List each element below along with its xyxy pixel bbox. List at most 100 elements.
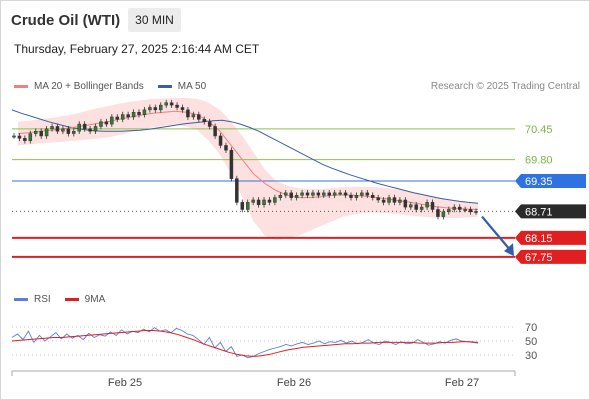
x-tick-label: Feb 26 [277,377,311,389]
candle-body [197,114,201,120]
candle-body [207,121,212,127]
candle-body [61,128,65,132]
candle-body [104,121,109,125]
candle-body [191,114,196,118]
bollinger-band [18,98,478,241]
candle-body [398,199,402,203]
ma50-swatch [157,85,172,88]
candle-body [235,178,239,203]
candle-body [99,121,103,127]
level-label-70-45: 70.45 [525,124,553,136]
candle-body [425,202,429,208]
legend-ma50: MA 50 [157,81,207,92]
ma9-swatch [64,298,79,301]
candle-body [365,192,370,196]
candle-body [175,104,179,108]
legend-rsi: RSI [14,294,51,305]
candle-body [213,126,217,137]
candle-body [278,194,283,198]
level-tag-68-71 [515,204,586,219]
legend-ma50-label: MA 50 [177,81,207,92]
candle-body [50,126,54,130]
candle-body [327,192,331,196]
candle-body [245,202,250,210]
candle-body [164,102,168,106]
candle-body [447,209,451,213]
candle-body [414,204,418,210]
chart-datetime: Thursday, February 27, 2025 2:16:44 AM C… [14,42,260,56]
candle-body [82,123,87,130]
candle-body [131,111,136,118]
candle-body [381,199,386,203]
candle-body [349,194,353,198]
candle-body [430,202,435,210]
chart-header: Crude Oil (WTI) 30 MIN [11,8,181,32]
candle-body [115,116,120,120]
candle-body [148,107,152,111]
ma20-swatch [14,85,28,88]
timeframe-badge[interactable]: 30 MIN [128,8,181,32]
candle-body [457,206,462,210]
research-credit: Research © 2025 Trading Central [430,81,580,92]
level-label-69-80: 69.80 [525,155,553,167]
candle-body [218,135,223,146]
candle-body [311,192,315,196]
candle-body [202,119,206,122]
forecast-arrow-shaft [481,215,513,253]
candle-body [93,126,98,132]
candle-body [240,202,245,210]
candle-body [376,197,380,201]
x-tick-label: Feb 25 [108,377,142,389]
candle-body [305,192,310,196]
candle-body [44,128,49,137]
candle-body [28,133,33,141]
candle-body [343,192,348,196]
candle-body [186,109,190,118]
candle-body [23,138,27,141]
candle-body [419,206,424,210]
candle-body [120,114,125,120]
candle-body [256,199,261,205]
legend-ma9: 9MA [64,294,106,305]
candle-body [229,149,234,179]
candle-body [251,199,255,203]
candle-body [88,128,92,132]
legend-ma9-label: 9MA [84,294,106,305]
candle-body [12,135,16,138]
candle-body [409,204,413,208]
level-label-67-75: 67.75 [525,252,553,264]
candle-body [267,199,272,203]
candle-body [370,194,375,198]
candle-body [126,114,130,118]
price-legend: MA 20 + Bollinger Bands MA 50 [14,81,220,92]
candle-body [294,194,299,198]
candle-body [55,126,60,132]
rsi-swatch [14,298,28,301]
candle-body [39,130,43,137]
candle-body [452,206,457,210]
candle-body [354,194,359,198]
candle-body [468,209,473,213]
candle-body [72,130,76,134]
candle-body [169,102,174,106]
legend-ma20: MA 20 + Bollinger Bands [14,81,144,92]
level-label-68-15: 68.15 [525,233,553,245]
candle-body [300,192,304,196]
candle-body [284,192,288,196]
level-label-68-71: 68.71 [525,206,553,218]
candle-body [66,128,71,134]
legend-rsi-label: RSI [34,294,51,305]
rsi-tick-label: 70 [525,322,537,334]
level-tag-67-75 [515,249,586,264]
forecast-arrow-head [504,243,514,257]
candle-body [33,130,38,134]
level-tag-69-35 [515,174,586,189]
candle-body [392,197,397,203]
candle-body [180,107,185,111]
candle-body [322,192,326,196]
candle-body [77,123,81,132]
legend-ma20-label: MA 20 + Bollinger Bands [34,81,144,92]
candle-body [17,135,22,139]
